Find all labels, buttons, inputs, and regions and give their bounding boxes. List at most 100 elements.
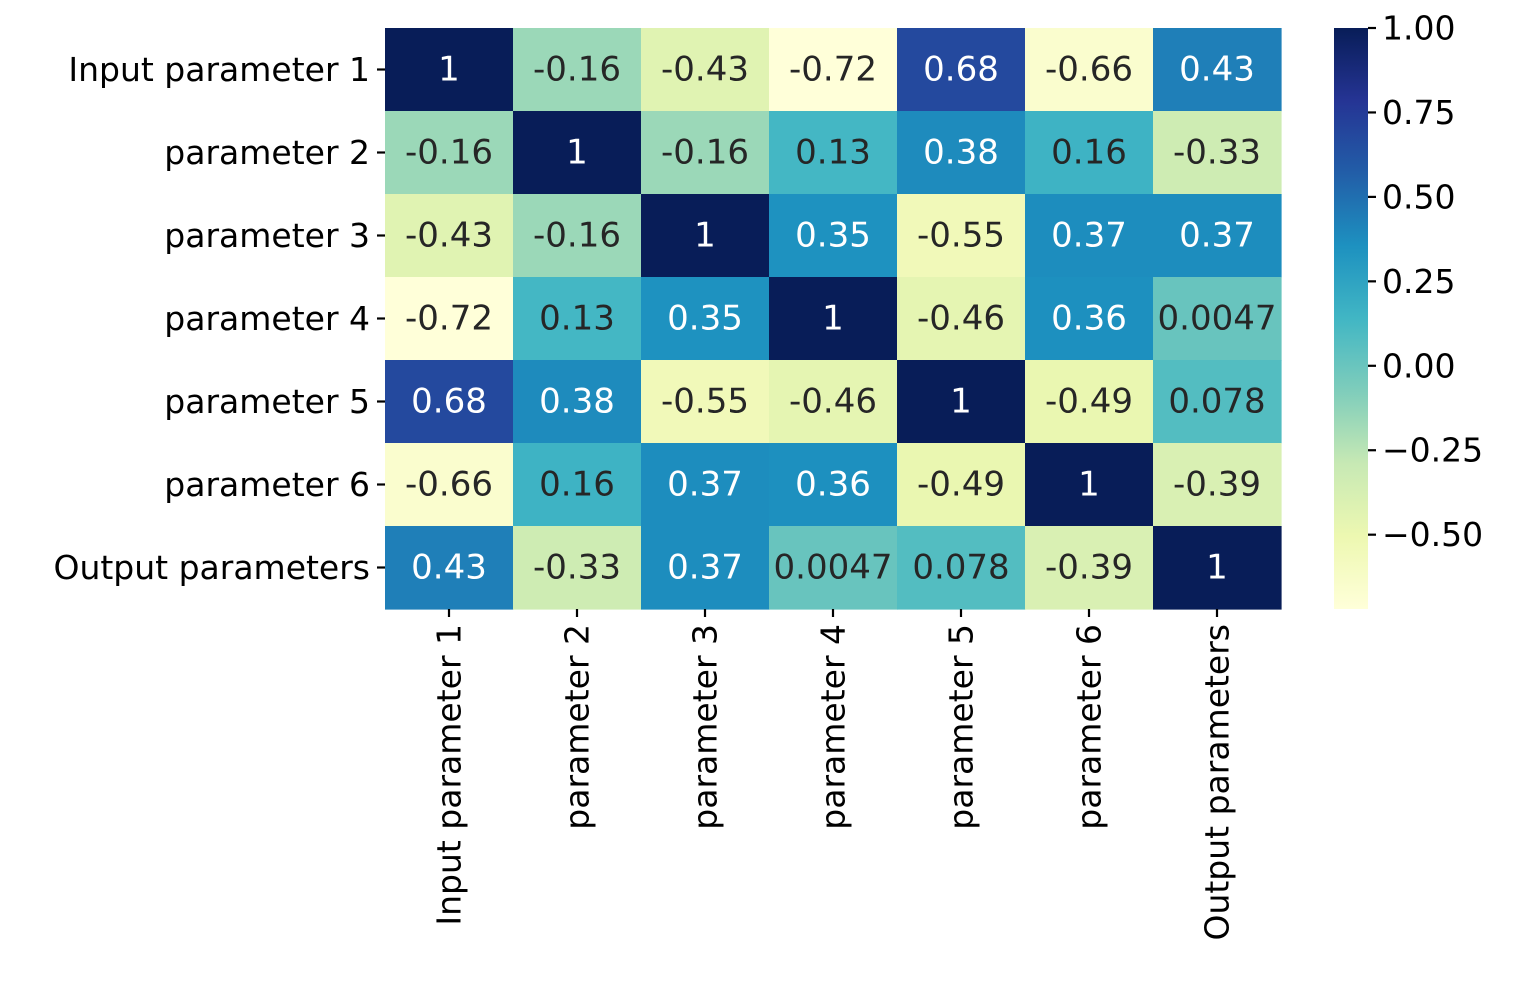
heatmap-cell (1153, 277, 1282, 361)
cell-value-label: 0.37 (667, 465, 743, 505)
cell-value-label: 0.35 (667, 299, 743, 339)
colorbar-tick-label: 0.25 (1382, 262, 1455, 301)
cell-value-label: 0.68 (923, 50, 999, 90)
cell-value-label: 0.078 (1168, 382, 1265, 422)
heatmap-cell (1153, 194, 1282, 278)
column-label: parameter 6 (1070, 624, 1109, 830)
heatmap-cell (897, 443, 1026, 527)
cell-value-label: -0.55 (661, 382, 749, 422)
row-label: parameter 5 (164, 382, 370, 421)
column-label: Output parameters (1198, 624, 1237, 941)
heatmap-cell (769, 194, 898, 278)
cell-value-label: 0.16 (1051, 133, 1127, 173)
heatmap-cell (641, 526, 770, 610)
colorbar-tick-label: 0.50 (1382, 177, 1455, 216)
row-label: parameter 4 (164, 299, 370, 338)
heatmap-cell (385, 194, 514, 278)
heatmap-cell (385, 277, 514, 361)
cell-value-label: 1 (822, 299, 844, 339)
column-label: parameter 2 (558, 624, 597, 830)
heatmap-cell (641, 360, 770, 444)
cell-value-label: -0.16 (533, 50, 621, 90)
heatmap-cell (1153, 526, 1282, 610)
cell-value-label: 0.0047 (1158, 299, 1277, 339)
heatmap-cell (1025, 443, 1154, 527)
heatmap-cell (385, 360, 514, 444)
cell-value-label: -0.66 (405, 465, 493, 505)
heatmap-cell (1153, 360, 1282, 444)
heatmap-cell (1153, 28, 1282, 112)
heatmap-cell (769, 111, 898, 195)
cell-value-label: -0.33 (533, 548, 621, 588)
cell-value-label: 1 (566, 133, 588, 173)
column-label: parameter 3 (686, 624, 725, 830)
heatmap-cell (513, 277, 642, 361)
heatmap-cell (897, 111, 1026, 195)
column-axis: Input parameter 1 parameter 2 parameter 3 p… (430, 609, 1237, 941)
cell-value-label: -0.16 (533, 216, 621, 256)
heatmap-cell (769, 28, 898, 112)
heatmap-cell (641, 194, 770, 278)
cell-value-label: 1 (1206, 548, 1228, 588)
heatmap-cell (641, 28, 770, 112)
cell-value-label: -0.16 (405, 133, 493, 173)
heatmap-cell (513, 360, 642, 444)
heatmap-cell (385, 443, 514, 527)
heatmap-cell (385, 111, 514, 195)
cell-value-label: -0.46 (789, 382, 877, 422)
cell-value-label: -0.39 (1045, 548, 1133, 588)
heatmap-cell (385, 526, 514, 610)
heatmap-cells (385, 28, 1282, 610)
colorbar-tick-label: 0.75 (1382, 93, 1455, 132)
cell-value-label: 1 (1078, 465, 1100, 505)
colorbar-tick-label: −0.50 (1382, 515, 1483, 554)
colorbar-gradient (1334, 28, 1368, 609)
cell-value-label: -0.33 (1173, 133, 1261, 173)
heatmap-cell (1025, 277, 1154, 361)
heatmap-cell (1025, 28, 1154, 112)
heatmap-cell (1153, 443, 1282, 527)
heatmap-cell (897, 28, 1026, 112)
heatmap-cell (513, 28, 642, 112)
cell-value-label: -0.43 (405, 216, 493, 256)
heatmap-cell (641, 443, 770, 527)
heatmap-cell-labels: 1 -0.16 -0.43 -0.72 0.68 -0.66 0.43 -0.16 1 -0.16… (405, 50, 1276, 588)
heatmap-cell (641, 111, 770, 195)
cell-value-label: 0.078 (912, 548, 1009, 588)
heatmap-cell (769, 277, 898, 361)
heatmap-cell (513, 194, 642, 278)
cell-value-label: 0.36 (795, 465, 871, 505)
cell-value-label: 0.0047 (774, 548, 893, 588)
cell-value-label: 0.36 (1051, 299, 1127, 339)
cell-value-label: -0.72 (789, 50, 877, 90)
heatmap-cell (1025, 194, 1154, 278)
column-label: parameter 4 (814, 624, 853, 830)
cell-value-label: 1 (694, 216, 716, 256)
cell-value-label: 1 (950, 382, 972, 422)
heatmap-cell (1025, 111, 1154, 195)
cell-value-label: -0.55 (917, 216, 1005, 256)
cell-value-label: 0.35 (795, 216, 871, 256)
row-label: Output parameters (53, 548, 370, 587)
cell-value-label: -0.39 (1173, 465, 1261, 505)
heatmap-cell (385, 28, 514, 112)
colorbar-tick-label: −0.25 (1382, 431, 1483, 470)
cell-value-label: 0.37 (1051, 216, 1127, 256)
column-label: parameter 5 (942, 624, 981, 830)
cell-value-label: 0.37 (667, 548, 743, 588)
cell-value-label: -0.49 (1045, 382, 1133, 422)
cell-value-label: -0.43 (661, 50, 749, 90)
cell-value-label: -0.66 (1045, 50, 1133, 90)
row-label: parameter 2 (164, 133, 370, 172)
row-label: Input parameter 1 (68, 50, 370, 89)
heatmap-cell (897, 277, 1026, 361)
heatmap-cell (1025, 360, 1154, 444)
heatmap-cell (1153, 111, 1282, 195)
row-label: parameter 6 (164, 465, 370, 504)
cell-value-label: 0.43 (411, 548, 487, 588)
cell-value-label: 1 (438, 50, 460, 90)
cell-value-label: -0.49 (917, 465, 1005, 505)
heatmap-cell (769, 443, 898, 527)
heatmap-cell (513, 111, 642, 195)
